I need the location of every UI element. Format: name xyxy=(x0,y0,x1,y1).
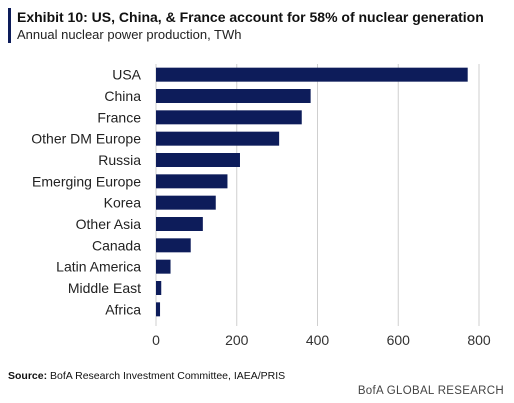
title-block: Exhibit 10: US, China, & France account … xyxy=(8,8,514,43)
category-label: Africa xyxy=(105,301,141,317)
brand-label: BofA GLOBAL RESEARCH xyxy=(357,385,504,397)
x-tick-label: 0 xyxy=(152,332,160,348)
bar xyxy=(156,110,302,125)
source-note: Source: BofA Research Investment Committ… xyxy=(8,370,285,382)
category-label: Canada xyxy=(92,237,141,253)
source-label: Source: xyxy=(8,370,48,382)
x-tick-labels: 0 200 400 600 800 xyxy=(152,332,491,348)
category-labels: USA China France Other DM Europe Russia Emerg… xyxy=(31,67,141,318)
category-label: Other Asia xyxy=(76,216,142,232)
category-label: USA xyxy=(112,67,141,83)
category-label: Korea xyxy=(104,195,142,211)
category-label: China xyxy=(104,88,141,104)
category-label: Latin America xyxy=(56,259,141,275)
x-tick-label: 400 xyxy=(306,332,330,348)
bar xyxy=(156,174,228,189)
category-label: Emerging Europe xyxy=(32,173,141,189)
bar xyxy=(156,195,216,210)
x-tick-label: 200 xyxy=(225,332,249,348)
bar xyxy=(156,89,311,103)
gridlines xyxy=(155,64,480,326)
bar xyxy=(156,281,162,295)
bars xyxy=(156,67,468,317)
category-label: Middle East xyxy=(68,280,141,296)
chart-subtitle: Annual nuclear power production, TWh xyxy=(17,27,242,42)
category-label: Russia xyxy=(98,152,141,168)
bar xyxy=(156,153,240,167)
bar xyxy=(156,217,203,231)
chart-title: Exhibit 10: US, China, & France account … xyxy=(17,9,484,25)
bar xyxy=(156,131,280,146)
x-tick-label: 800 xyxy=(467,332,491,348)
category-label: Other DM Europe xyxy=(31,131,141,147)
bar xyxy=(156,238,191,253)
x-tick-label: 600 xyxy=(387,332,411,348)
bar xyxy=(156,67,468,82)
bar xyxy=(156,259,171,274)
source-text: BofA Research Investment Committee, IAEA… xyxy=(47,370,286,382)
bar xyxy=(156,302,161,317)
category-label: France xyxy=(97,109,141,125)
